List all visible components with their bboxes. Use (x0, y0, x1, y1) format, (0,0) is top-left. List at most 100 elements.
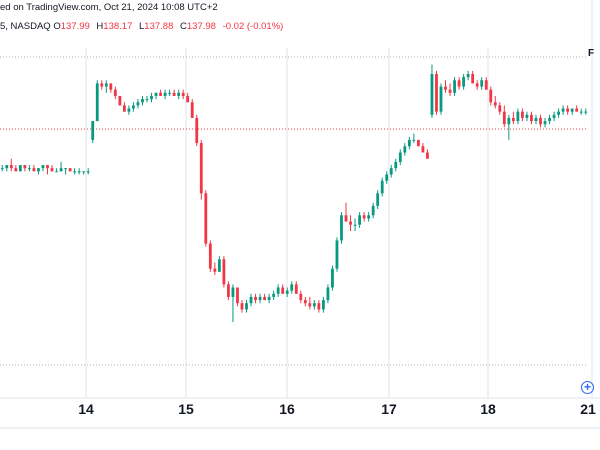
candle-body (371, 205, 375, 216)
candle-body (136, 102, 140, 106)
candle-body (498, 105, 502, 112)
candle-body (281, 287, 285, 294)
candle-body (27, 168, 31, 170)
candle-body (55, 171, 58, 173)
candle-body (358, 215, 361, 225)
candle-body (231, 287, 235, 297)
time-axis-tick: 14 (78, 401, 94, 417)
candle-body (141, 99, 144, 103)
candle-body (435, 73, 438, 112)
candle-body (453, 80, 456, 93)
candle-body (177, 92, 181, 96)
candle-body (394, 161, 398, 169)
candle-body (118, 95, 122, 106)
candle-body (475, 83, 479, 87)
candle-body (285, 290, 289, 294)
candle-body (59, 168, 63, 172)
candle-body (439, 86, 443, 112)
candles-group (0, 64, 588, 323)
time-axis-tick: 15 (178, 401, 194, 417)
candle-body (444, 86, 447, 90)
candle-body (376, 193, 380, 206)
candle-body (521, 111, 524, 118)
candle-body (353, 224, 357, 226)
candle-body (41, 165, 45, 169)
candle-body (412, 139, 416, 141)
candle-body (37, 168, 40, 172)
candle-body (548, 117, 551, 122)
candle-body (290, 284, 294, 291)
candle-body (367, 215, 371, 219)
candle-body (263, 296, 267, 301)
candle-body (100, 83, 104, 87)
candle-body (561, 108, 565, 112)
candle-body (113, 89, 117, 96)
candle-body (222, 259, 226, 285)
candle-body (168, 92, 172, 94)
candle-body (299, 293, 303, 301)
candle-body (462, 77, 466, 87)
candle-body (64, 168, 67, 170)
candle-body (195, 117, 199, 144)
chart-watermark-header: ed on TradingView.com, Oct 21, 2024 10:0… (0, 2, 218, 13)
candle-body (539, 117, 542, 125)
candle-body (267, 296, 271, 301)
candle-body (489, 89, 493, 103)
candle-body (227, 284, 230, 297)
high-value: 138.17 (103, 21, 133, 32)
candle-body (199, 143, 203, 194)
candle-body (186, 95, 190, 103)
candle-body (50, 168, 54, 172)
candle-body (127, 108, 131, 112)
candle-body (525, 114, 529, 118)
candle-body (502, 111, 506, 125)
candle-body (579, 111, 583, 113)
candle-body (511, 117, 515, 122)
candle-body (308, 303, 312, 307)
candle-body (245, 303, 248, 310)
add-plus-icon[interactable]: + (581, 381, 594, 394)
candle-body (32, 168, 36, 172)
candle-body (362, 215, 366, 219)
candle-body (236, 287, 239, 304)
candle-body (344, 215, 348, 222)
candle-body (190, 102, 194, 118)
candle-body (14, 168, 18, 172)
candle-body (493, 102, 497, 106)
candle-body (416, 139, 420, 147)
candle-body (204, 193, 208, 244)
candle-body (566, 108, 570, 112)
time-axis-tick: 16 (279, 401, 295, 417)
candle-body (95, 83, 99, 122)
candle-body (82, 171, 86, 173)
candle-body (430, 73, 434, 115)
candle-body (208, 243, 212, 269)
candle-body (335, 240, 339, 269)
time-axis-tick: 18 (480, 401, 496, 417)
candle-body (530, 114, 533, 122)
change-value: -0.02 (-0.01%) (222, 21, 284, 32)
candle-body (77, 171, 81, 173)
candle-body (421, 146, 425, 153)
candle-body (317, 303, 321, 310)
candle-body (217, 259, 221, 272)
open-label: O (53, 21, 61, 32)
candle-body (557, 111, 561, 115)
candle-body (484, 80, 488, 90)
candle-body (145, 99, 149, 101)
candle-body (154, 92, 158, 96)
time-axis: 14 15 16 17 18 21 (78, 401, 596, 417)
candle-body (86, 171, 90, 173)
candle-body (507, 117, 511, 125)
candle-body (407, 139, 411, 147)
candle-body (68, 168, 72, 172)
candle-body (584, 111, 588, 113)
candle-body (457, 80, 461, 87)
candle-body (552, 114, 556, 118)
candle-body (254, 296, 257, 301)
candle-body (303, 300, 307, 304)
candle-body (132, 105, 135, 109)
candle-body (122, 105, 126, 112)
candle-body (570, 108, 574, 112)
